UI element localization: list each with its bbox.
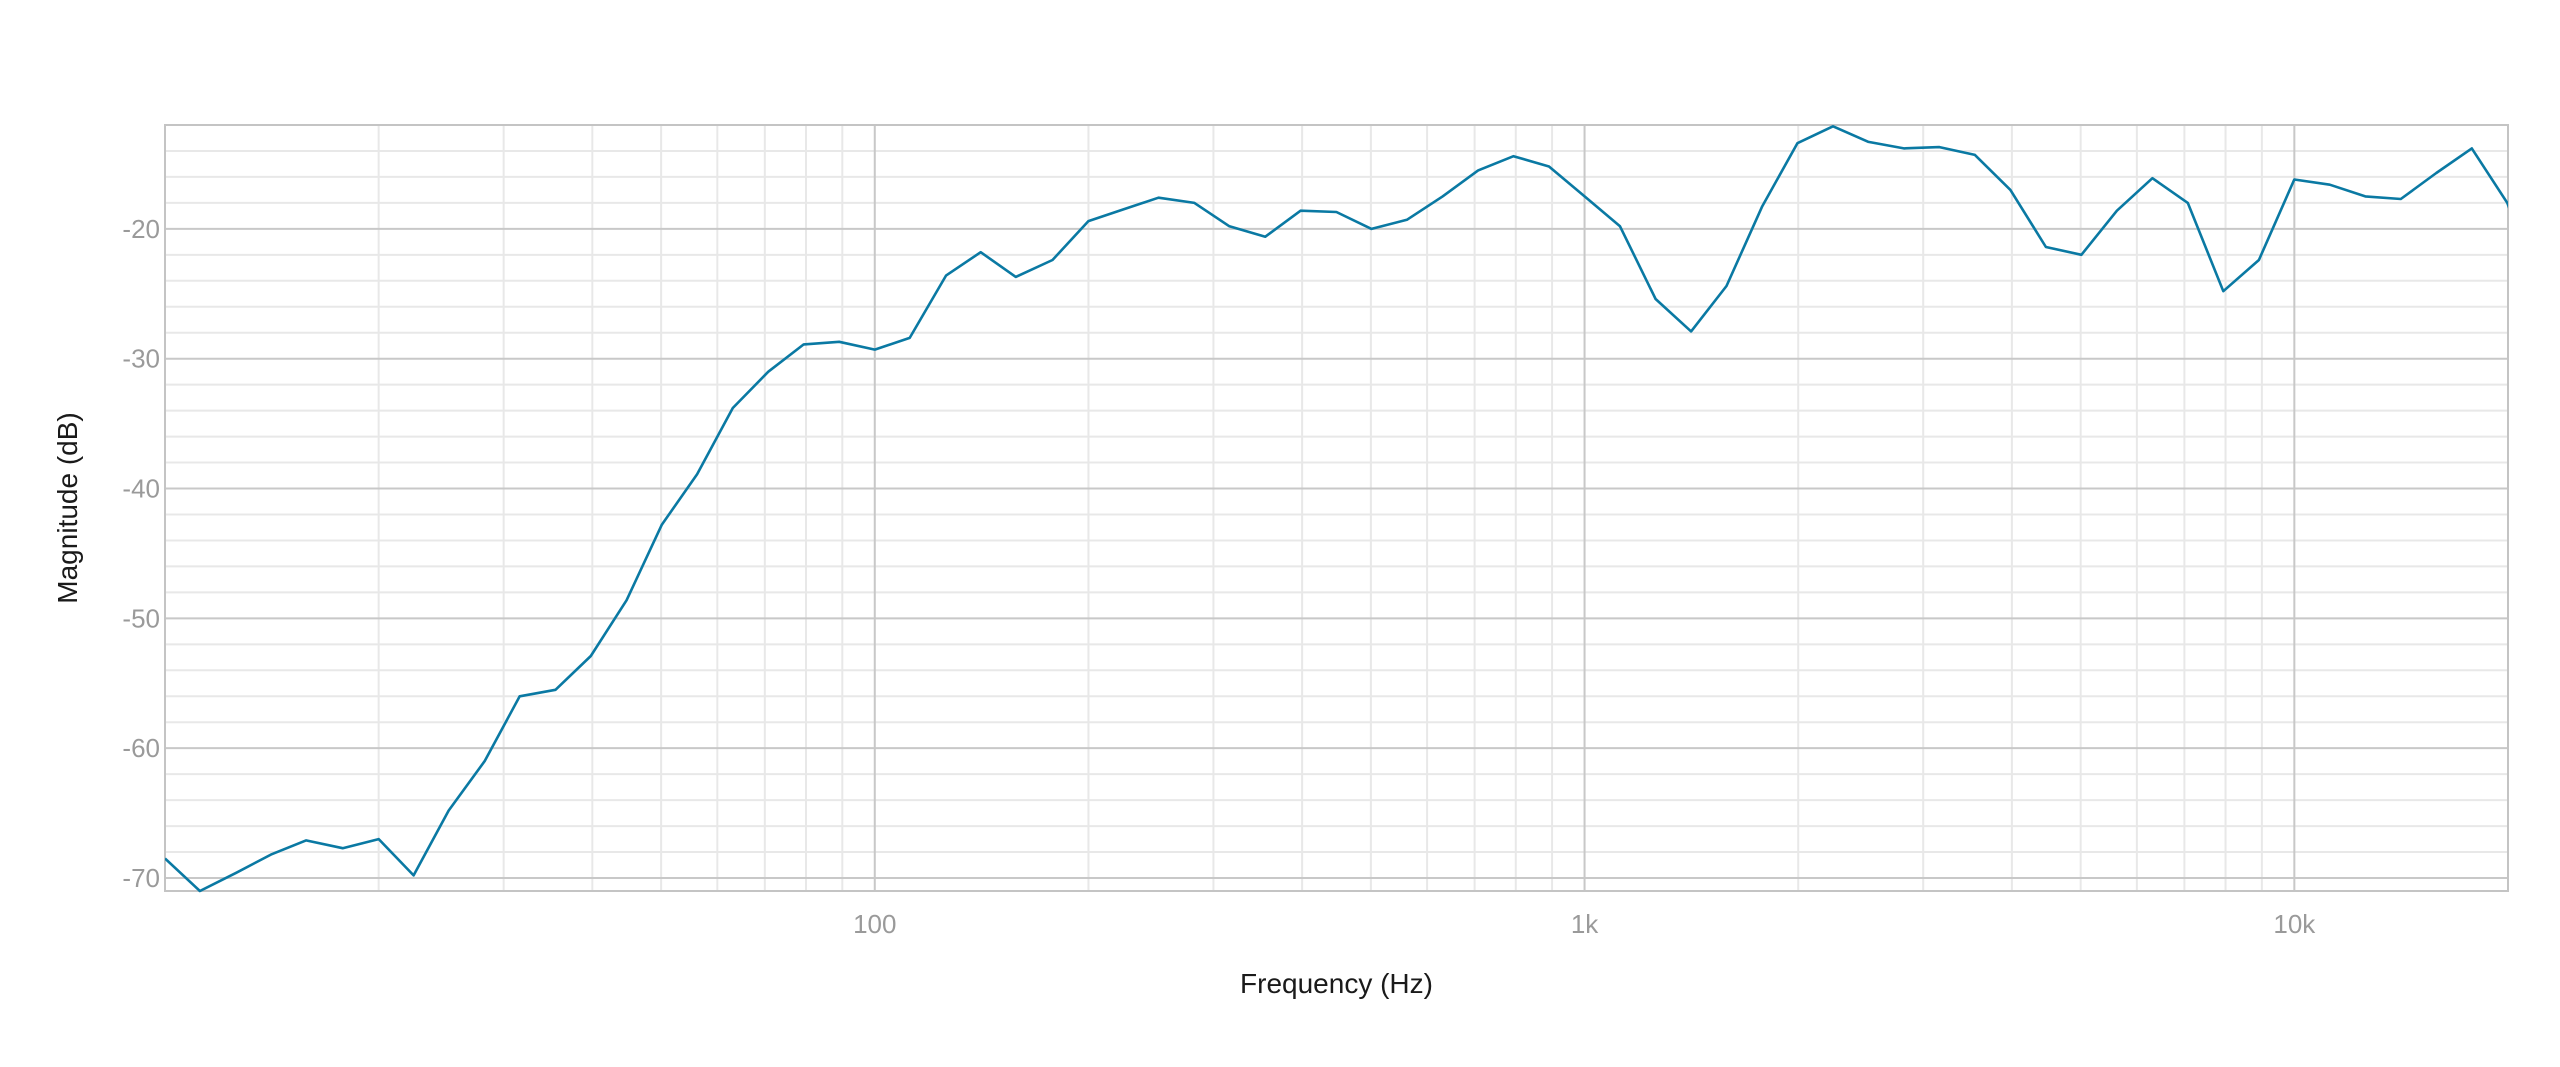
x-tick-label: 10k	[2273, 909, 2316, 939]
y-tick-label: -70	[122, 863, 160, 893]
y-tick-label: -40	[122, 474, 160, 504]
x-tick-labels: 100 1k 10k	[853, 909, 2316, 939]
x-axis-title: Frequency (Hz)	[1240, 968, 1433, 999]
minor-grid	[165, 124, 2509, 891]
y-tick-label: -20	[122, 214, 160, 244]
x-tick-label: 1k	[1571, 909, 1599, 939]
y-tick-labels: -70 -60 -50 -40 -30 -20	[122, 214, 160, 893]
y-tick-label: -50	[122, 603, 160, 633]
plot-border	[164, 124, 2509, 892]
series-line-0	[165, 125, 2508, 893]
y-tick-label: -30	[122, 344, 160, 374]
series-layer	[165, 125, 2508, 893]
y-axis-title: Magnitude (dB)	[52, 412, 83, 603]
y-tick-label: -60	[122, 733, 160, 763]
x-tick-label: 100	[853, 909, 896, 939]
major-grid	[165, 125, 2508, 891]
